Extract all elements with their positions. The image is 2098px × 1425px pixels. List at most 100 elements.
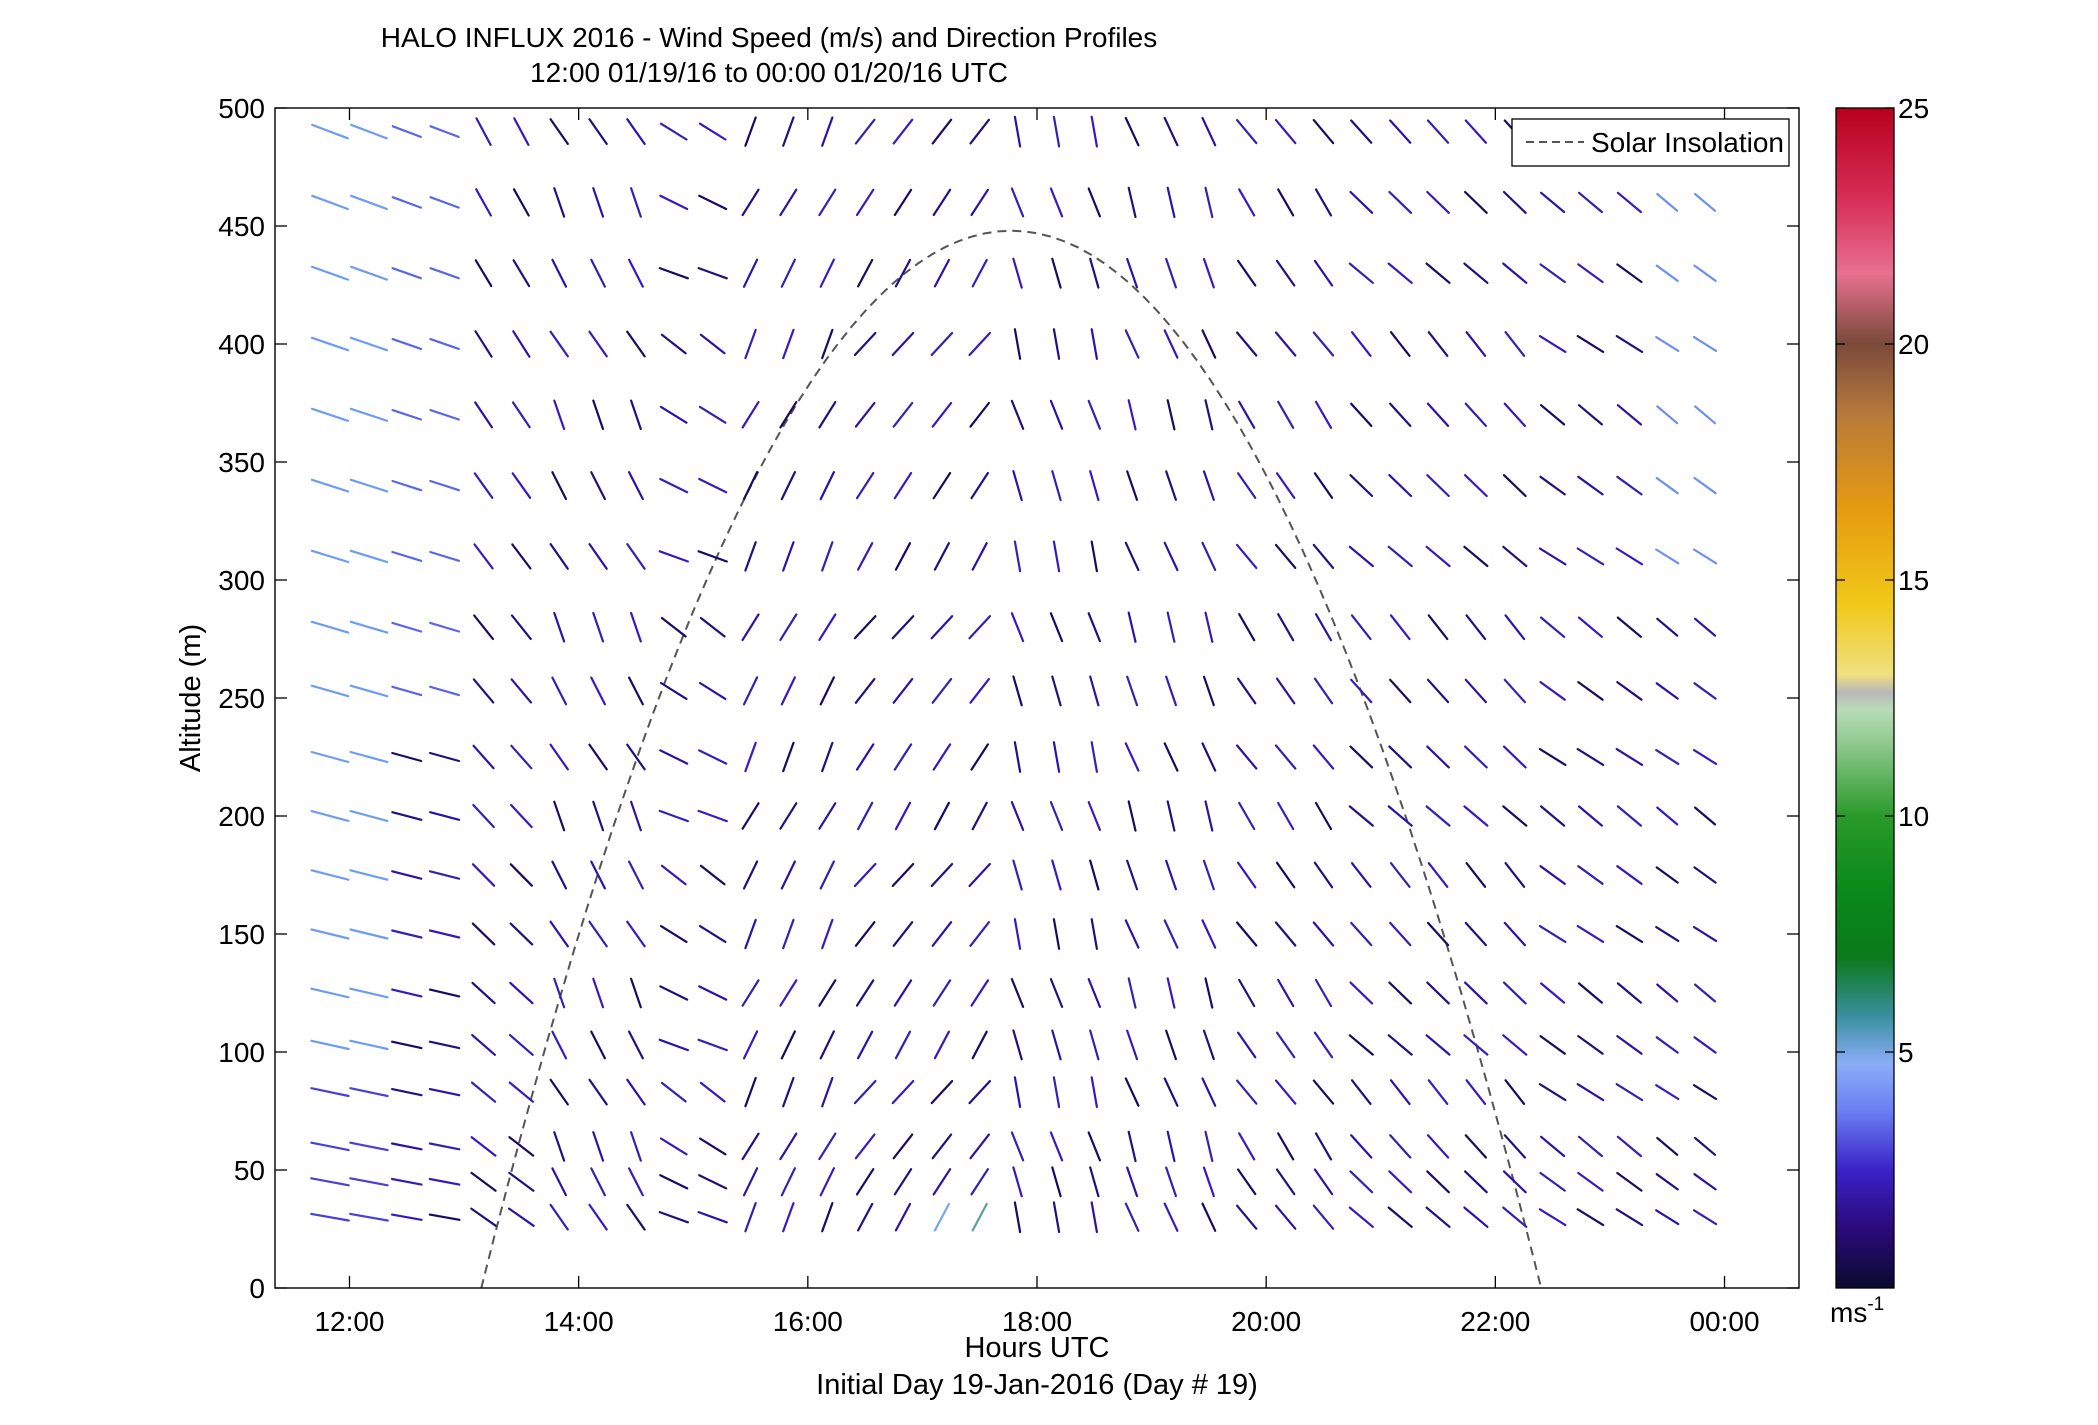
wind-barb <box>744 741 757 773</box>
wind-barb <box>1539 616 1566 638</box>
wind-barb <box>856 258 874 288</box>
wind-barb <box>1236 1031 1257 1059</box>
wind-barb <box>659 749 689 765</box>
wind-barb <box>510 744 533 770</box>
wind-barb <box>1052 115 1061 148</box>
wind-barb <box>744 328 757 360</box>
wind-barb <box>1274 1079 1297 1105</box>
wind-barb <box>1427 862 1449 888</box>
wind-barb <box>697 550 728 563</box>
wind-barb <box>1655 682 1679 700</box>
wind-barb <box>970 743 990 771</box>
wind-barb <box>629 977 642 1009</box>
wind-barb <box>968 862 992 888</box>
wind-barb <box>1655 476 1679 495</box>
wind-barb <box>1539 805 1566 827</box>
x-tick-label: 12:00 <box>314 1306 384 1337</box>
wind-barb <box>1204 186 1214 219</box>
wind-barb <box>1124 742 1140 772</box>
wind-barb <box>856 1030 874 1060</box>
wind-barb <box>1275 861 1296 889</box>
wind-barb <box>592 800 605 832</box>
wind-barb <box>931 1133 953 1160</box>
wind-barb <box>1051 1166 1062 1198</box>
wind-barb <box>1463 190 1488 214</box>
wind-barb <box>659 405 688 424</box>
wind-barb <box>551 1030 568 1060</box>
wind-barb <box>1577 1171 1604 1192</box>
y-tick-label: 200 <box>218 801 265 832</box>
wind-barb <box>1312 118 1335 145</box>
wind-barb <box>1012 1166 1023 1198</box>
x-axis: 12:00 14:00 16:00 18:00 20:00 22:00 00:00 <box>314 108 1760 1337</box>
wind-barb <box>971 258 988 288</box>
wind-barb <box>1693 264 1717 282</box>
wind-barb <box>553 187 566 218</box>
wind-barb <box>1348 1206 1374 1228</box>
wind-barb <box>1202 859 1215 891</box>
wind-barb <box>1201 329 1217 359</box>
wind-barb <box>1313 1031 1334 1059</box>
wind-barb <box>744 541 757 572</box>
wind-barb <box>1166 1130 1176 1163</box>
wind-barb <box>349 407 389 422</box>
wind-barb <box>1127 611 1137 643</box>
x-tick-label: 20:00 <box>1231 1306 1301 1337</box>
wind-barb <box>698 1174 728 1190</box>
wind-barb <box>744 918 757 950</box>
wind-barb <box>551 258 568 288</box>
wind-barb <box>1389 402 1412 427</box>
wind-barb <box>1012 257 1023 289</box>
wind-barb <box>969 677 991 704</box>
wind-barb <box>626 1203 646 1231</box>
wind-barb <box>1502 745 1527 769</box>
wind-barb <box>697 809 728 823</box>
wind-barb <box>1656 405 1679 425</box>
wind-barb <box>819 1030 836 1060</box>
wind-barb <box>513 117 530 146</box>
wind-barb <box>1202 675 1215 707</box>
wind-barb <box>549 743 569 771</box>
wind-barb <box>1504 331 1526 357</box>
wind-barb <box>1348 262 1374 284</box>
wind-barb <box>1655 925 1680 943</box>
wind-barb <box>1502 805 1528 827</box>
wind-barb <box>1504 614 1526 641</box>
wind-barb <box>588 1203 608 1231</box>
wind-barb <box>1163 541 1179 572</box>
wind-barb <box>969 921 991 947</box>
wind-barb <box>1313 259 1334 287</box>
wind-barb <box>474 401 493 429</box>
wind-barb <box>311 194 349 211</box>
wind-barb <box>470 1207 497 1227</box>
wind-barb <box>626 118 646 145</box>
wind-barb <box>659 122 688 141</box>
wind-barb <box>1314 400 1333 429</box>
wind-barb <box>853 862 877 888</box>
wind-barb <box>512 188 530 217</box>
wind-barb <box>1693 405 1717 425</box>
wind-barb <box>855 1168 875 1196</box>
wind-barb <box>1166 186 1176 219</box>
wind-barb <box>1201 116 1217 147</box>
wind-barb <box>1127 399 1137 431</box>
wind-barb <box>818 1132 837 1161</box>
wind-barb <box>699 616 726 638</box>
wind-barb <box>742 860 759 890</box>
wind-barb <box>509 922 534 946</box>
wind-barb <box>1010 1131 1025 1162</box>
wind-barb <box>475 117 492 146</box>
wind-barb <box>1538 335 1567 353</box>
wind-barb <box>310 1141 350 1152</box>
wind-barb <box>1090 1076 1099 1109</box>
wind-barb <box>1350 614 1372 641</box>
wind-barb <box>429 811 461 821</box>
wind-barb <box>391 338 423 350</box>
wind-barb <box>471 1033 496 1056</box>
wind-barb <box>1503 1134 1527 1159</box>
wind-barb <box>742 471 759 501</box>
y-tick-label: 150 <box>218 919 265 950</box>
wind-barb <box>779 188 798 217</box>
wind-barb <box>511 543 532 570</box>
wind-barb <box>893 743 913 771</box>
